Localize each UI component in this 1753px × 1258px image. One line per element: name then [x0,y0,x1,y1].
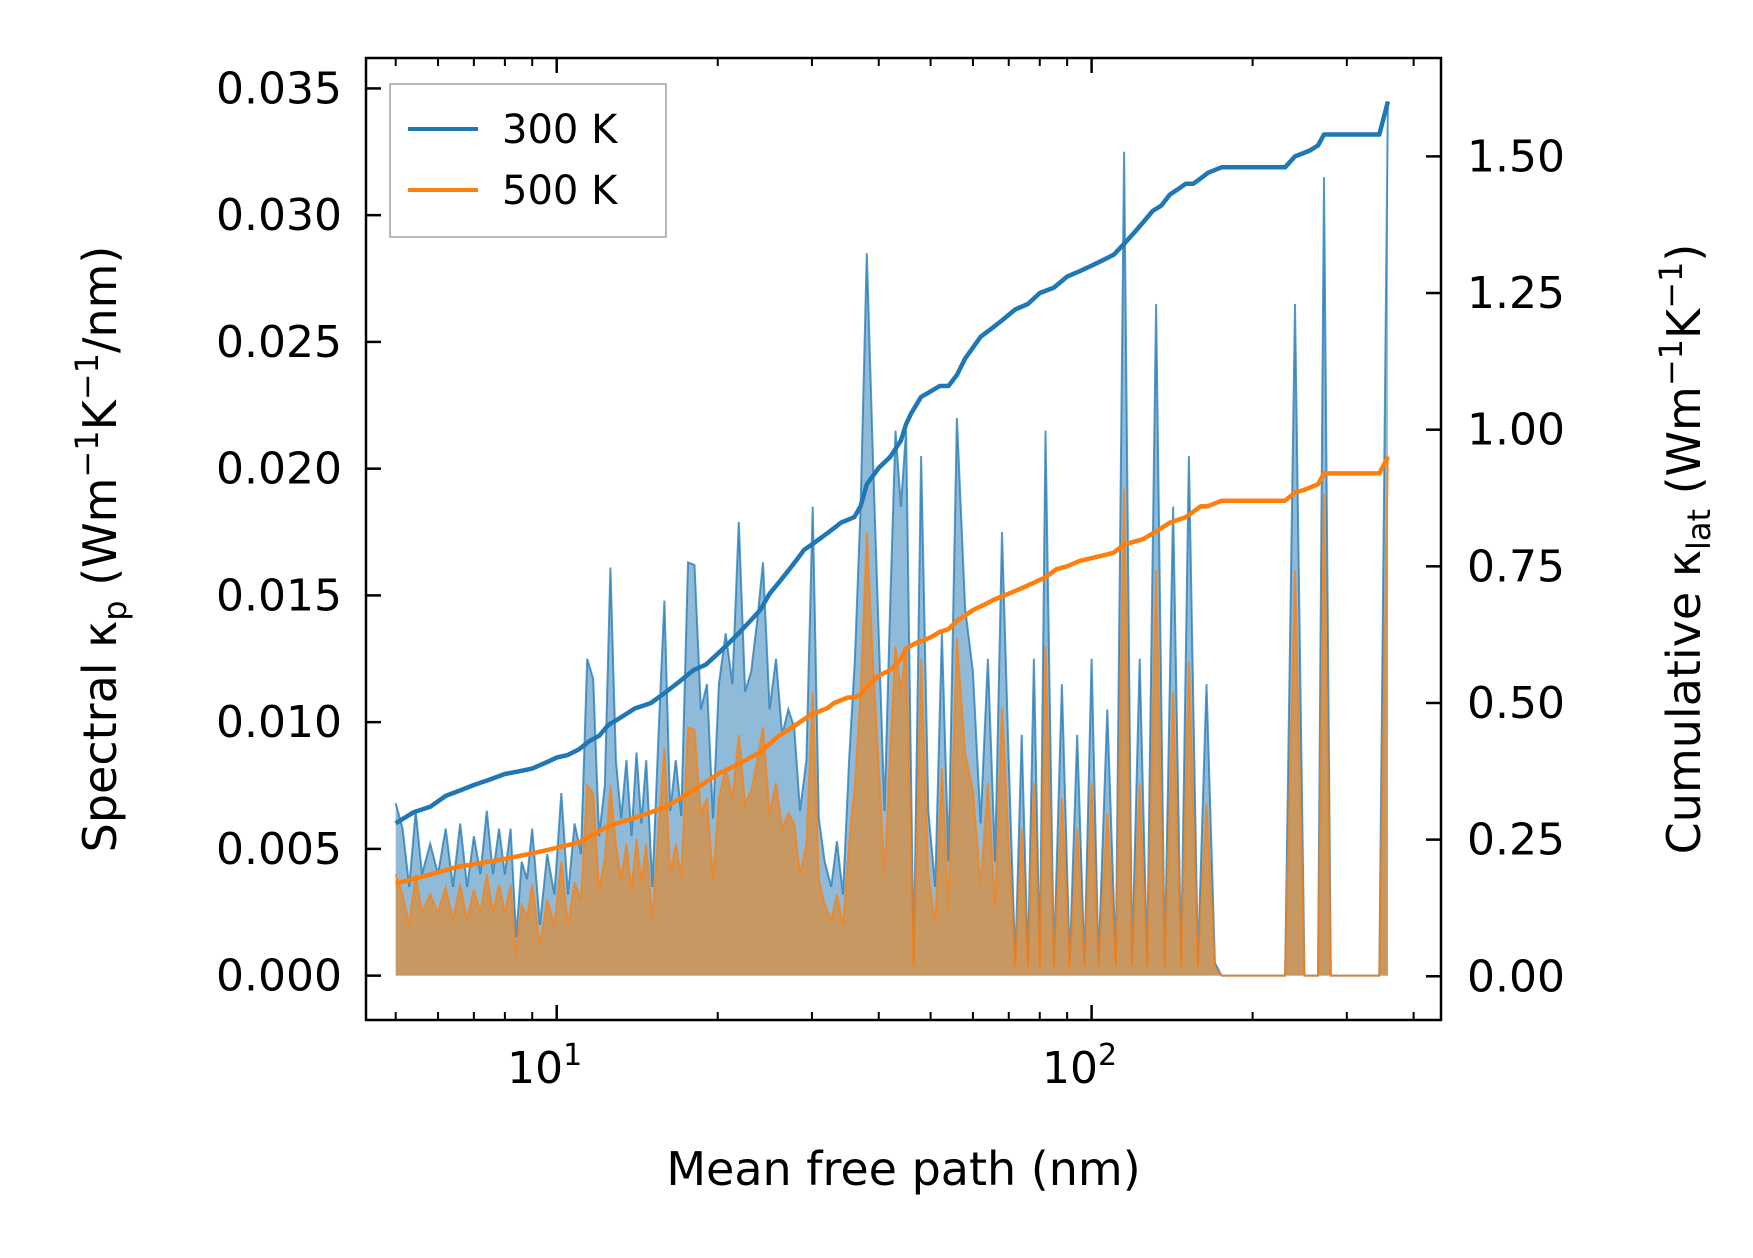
spectral-line-300k [394,101,1389,977]
legend: 300 K 500 K [389,83,667,238]
ylabel-right-sup1: −1 [1652,339,1690,386]
ylabel-right-main: Cumulative κ [1657,550,1711,854]
x-tick-label: 102 [1042,1038,1117,1094]
axis-ticks [366,58,1441,1020]
spectral-fill-500k [395,456,1388,976]
series-lines [394,101,1391,886]
plot-frame [364,56,1443,1022]
x-tick-base: 10 [507,1043,563,1094]
y-right-tick-label: 0.75 [1467,541,1565,592]
y-left-tick-label: 0.035 [216,63,342,114]
ylabel-left-mid: K [73,398,127,430]
spectral-line-500k [394,455,1389,977]
y-left-tick-label: 0.020 [216,444,342,495]
ylabel-left-open: (Wm [73,478,127,601]
x-tick-label: 101 [507,1038,582,1094]
y-right-tick-label: 0.00 [1467,951,1565,1002]
y-axis-label-right: Cumulative κlat (Wm−1K−1) [1652,244,1718,855]
y-right-tick-label: 1.25 [1467,268,1565,319]
y-left-tick-label: 0.000 [216,951,342,1002]
x-tick-base: 10 [1042,1043,1098,1094]
y-right-tick-label: 1.50 [1467,131,1565,182]
ylabel-right-sub: lat [1680,509,1718,550]
y-left-tick-label: 0.025 [216,317,342,368]
ylabel-left-main: Spectral κ [73,621,127,853]
ylabel-right-mid: K [1657,307,1711,339]
ylabel-right-sup2: −1 [1652,262,1690,309]
y-left-tick-label: 0.010 [216,697,342,748]
y-left-tick-label: 0.030 [216,190,342,241]
x-axis-label: Mean free path (nm) [666,1142,1140,1196]
y-right-tick-label: 0.50 [1467,678,1565,729]
y-right-tick-label: 1.00 [1467,405,1565,456]
legend-label-300k: 300 K [502,107,619,153]
legend-label-500k: 500 K [502,168,619,214]
y-left-tick-label: 0.005 [216,824,342,875]
x-tick-exponent: 1 [563,1038,582,1073]
ylabel-left-sub: p [96,600,134,620]
spectral-fills [394,101,1389,977]
legend-box [389,83,667,238]
cumulative-line-500k [395,455,1390,886]
y-right-tick-label: 0.25 [1467,815,1565,866]
cumulative-line-300k [394,101,1391,826]
ylabel-right-close: ) [1657,244,1711,262]
ylabel-left-close: /nm) [73,246,127,353]
y-left-tick-label: 0.015 [216,570,342,621]
spectral-fill-300k [395,101,1388,976]
ylabel-left-sup2: −1 [68,353,106,400]
y-axis-label-left: Spectral κp (Wm−1K−1/nm) [68,246,134,853]
ylabel-left-sup1: −1 [68,430,106,477]
x-tick-exponent: 2 [1098,1038,1117,1073]
ylabel-right-open: (Wm [1657,386,1711,509]
tick-labels: 0.000 0.005 0.010 0.015 0.020 0.025 0.030 0.035… [216,63,1565,1094]
